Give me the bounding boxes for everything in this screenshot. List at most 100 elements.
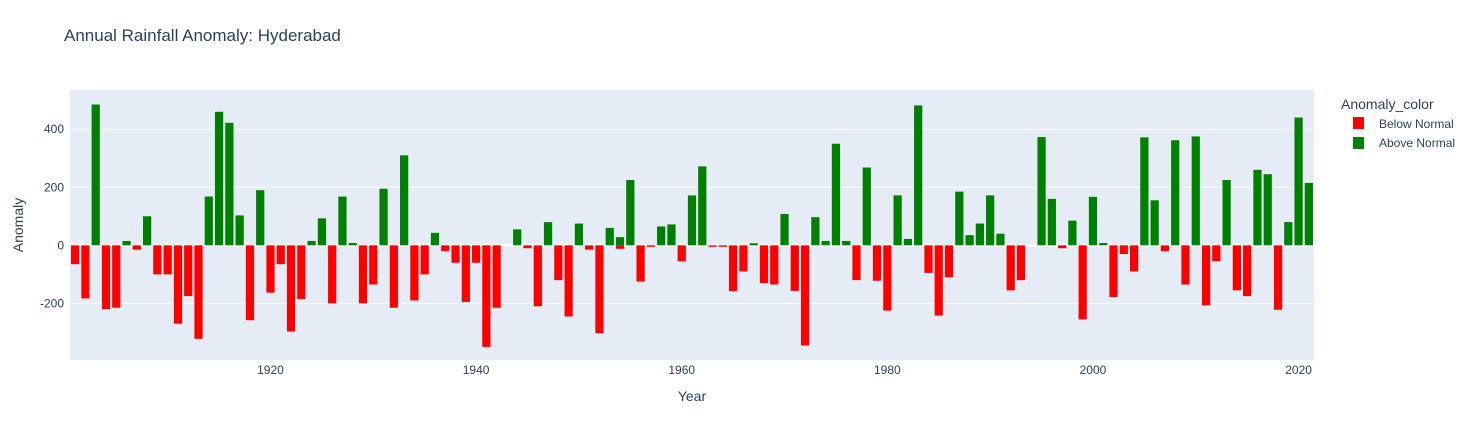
bar-2013[interactable] <box>1222 180 1231 246</box>
bar-2000[interactable] <box>1088 196 1098 246</box>
bar-1941[interactable] <box>482 245 491 347</box>
bar-1973[interactable] <box>811 217 820 246</box>
bar-1950[interactable] <box>574 223 584 246</box>
bar-1967[interactable] <box>749 243 758 246</box>
bar-1936[interactable] <box>430 232 440 246</box>
bar-1966[interactable] <box>739 245 748 272</box>
bar-1959[interactable] <box>667 224 676 246</box>
bar-1997[interactable] <box>1058 245 1067 249</box>
bar-2006[interactable] <box>1150 200 1159 246</box>
bar-2011[interactable] <box>1201 245 1211 306</box>
bar-1999[interactable] <box>1078 245 1087 320</box>
bar-1918[interactable] <box>245 245 255 321</box>
bar-1990[interactable] <box>986 195 995 246</box>
bar-1908[interactable] <box>142 216 152 246</box>
bar-2018[interactable] <box>1273 245 1283 310</box>
bar-1985[interactable] <box>934 245 943 316</box>
bar-2015[interactable] <box>1243 245 1252 297</box>
legend-item-below-normal[interactable]: Below Normal <box>1353 117 1454 131</box>
bar-1989[interactable] <box>975 223 984 246</box>
bar-1970[interactable] <box>780 213 789 246</box>
bar-2009[interactable] <box>1181 245 1190 285</box>
bar-1995[interactable] <box>1037 137 1046 246</box>
bar-1980[interactable] <box>883 245 892 311</box>
bar-1964[interactable] <box>718 245 727 247</box>
bar-1916[interactable] <box>225 122 234 246</box>
bar-1972[interactable] <box>800 245 810 346</box>
bar-2014[interactable] <box>1232 245 1242 291</box>
bar-1917[interactable] <box>235 215 244 246</box>
bar-1929[interactable] <box>358 245 368 304</box>
bar-1907[interactable] <box>132 245 141 250</box>
bar-2016[interactable] <box>1253 169 1262 246</box>
bar-1945[interactable] <box>523 245 532 249</box>
bar-1914[interactable] <box>204 196 213 246</box>
bar-1974[interactable] <box>821 240 830 246</box>
bar-2019[interactable] <box>1284 222 1293 246</box>
bar-1902[interactable] <box>81 245 90 299</box>
bar-1952[interactable] <box>595 245 604 334</box>
bar-1991[interactable] <box>996 233 1005 246</box>
bar-1953[interactable] <box>605 227 614 246</box>
bar-1998[interactable] <box>1068 220 1077 246</box>
bar-1946[interactable] <box>533 245 542 307</box>
bar-1976[interactable] <box>842 240 851 246</box>
bar-2003[interactable] <box>1119 245 1128 255</box>
bar-1975[interactable] <box>831 143 841 246</box>
bar-1940[interactable] <box>471 245 481 263</box>
bar-1984[interactable] <box>924 245 933 273</box>
bar-1905[interactable] <box>112 245 121 308</box>
bar-1909[interactable] <box>153 245 162 275</box>
bar-1934[interactable] <box>410 245 419 301</box>
bar-1954[interactable] <box>615 237 625 246</box>
legend-item-above-normal[interactable]: Above Normal <box>1353 136 1455 150</box>
bar-1942[interactable] <box>492 245 501 308</box>
bar-1915[interactable] <box>214 111 224 246</box>
bar-1944[interactable] <box>513 229 522 246</box>
bar-1931[interactable] <box>379 188 388 246</box>
bar-2004[interactable] <box>1129 245 1139 272</box>
bar-1978[interactable] <box>862 167 871 246</box>
bar-2010[interactable] <box>1191 136 1200 246</box>
bar-1919[interactable] <box>256 190 265 246</box>
bar-1957[interactable] <box>646 245 655 247</box>
bar-2008[interactable] <box>1171 140 1180 246</box>
bar-1951[interactable] <box>585 245 594 250</box>
bar-1962[interactable] <box>698 166 707 246</box>
bar-1958[interactable] <box>657 226 666 246</box>
bar-1979[interactable] <box>872 245 882 281</box>
bar-1961[interactable] <box>687 195 697 246</box>
bar-2001[interactable] <box>1099 243 1108 246</box>
bar-1937[interactable] <box>441 245 450 252</box>
bar-2017[interactable] <box>1263 174 1272 246</box>
bar-2021[interactable] <box>1304 182 1313 246</box>
bar-1928[interactable] <box>348 243 357 246</box>
bar-1987[interactable] <box>955 191 964 246</box>
legend[interactable]: Anomaly_color Below Normal Above Normal <box>1341 96 1455 150</box>
bar-1968[interactable] <box>759 245 769 284</box>
bar-1938[interactable] <box>451 245 460 263</box>
bar-1971[interactable] <box>790 245 799 291</box>
bar-1981[interactable] <box>893 195 902 246</box>
bar-1949[interactable] <box>564 245 573 317</box>
bar-1911[interactable] <box>173 245 183 324</box>
bar-2005[interactable] <box>1140 137 1149 246</box>
bar-1935[interactable] <box>420 245 429 275</box>
bar-1960[interactable] <box>677 245 686 262</box>
bar-1955[interactable] <box>626 180 635 246</box>
bar-1921[interactable] <box>276 245 285 265</box>
bar-1939[interactable] <box>461 245 470 302</box>
bar-1933[interactable] <box>400 155 409 246</box>
bar-1904[interactable] <box>101 245 111 310</box>
bar-1982[interactable] <box>903 238 913 246</box>
bar-1983[interactable] <box>914 105 923 246</box>
bar-1927[interactable] <box>338 196 347 246</box>
bar-1969[interactable] <box>770 245 779 285</box>
bar-1903[interactable] <box>91 104 100 246</box>
bar-1932[interactable] <box>389 245 398 308</box>
bar-1963[interactable] <box>708 245 717 247</box>
bar-1910[interactable] <box>163 245 172 275</box>
bar-1930[interactable] <box>369 245 378 285</box>
bar-1993[interactable] <box>1016 245 1026 281</box>
bar-2002[interactable] <box>1109 245 1118 297</box>
